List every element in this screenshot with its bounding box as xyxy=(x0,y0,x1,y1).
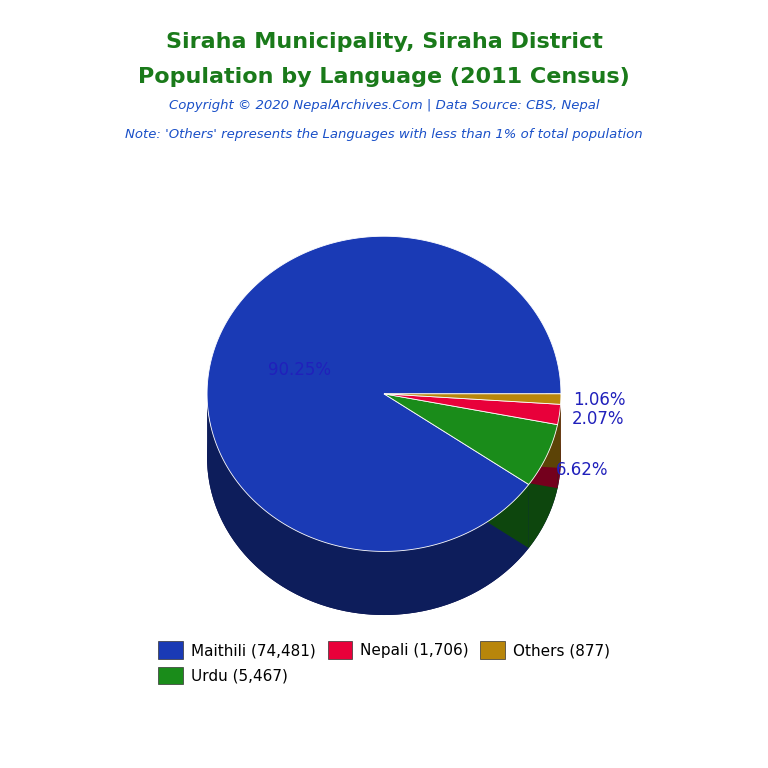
Text: Siraha Municipality, Siraha District: Siraha Municipality, Siraha District xyxy=(166,32,602,52)
Polygon shape xyxy=(384,394,558,485)
Polygon shape xyxy=(384,394,561,468)
Text: Note: 'Others' represents the Languages with less than 1% of total population: Note: 'Others' represents the Languages … xyxy=(125,128,643,141)
Polygon shape xyxy=(384,394,528,548)
Text: 90.25%: 90.25% xyxy=(268,361,331,379)
Polygon shape xyxy=(207,395,528,615)
Text: 1.06%: 1.06% xyxy=(574,391,626,409)
Polygon shape xyxy=(384,394,558,488)
Ellipse shape xyxy=(207,300,561,615)
Legend: Maithili (74,481), Urdu (5,467), Nepali (1,706), Others (877): Maithili (74,481), Urdu (5,467), Nepali … xyxy=(152,635,616,690)
Polygon shape xyxy=(384,394,561,425)
Text: 6.62%: 6.62% xyxy=(556,461,609,478)
Polygon shape xyxy=(384,394,528,548)
Polygon shape xyxy=(528,425,558,548)
Polygon shape xyxy=(384,394,561,468)
Text: 2.07%: 2.07% xyxy=(571,410,624,428)
Text: Population by Language (2011 Census): Population by Language (2011 Census) xyxy=(138,67,630,87)
Polygon shape xyxy=(384,394,558,488)
Polygon shape xyxy=(558,404,561,488)
Text: Copyright © 2020 NepalArchives.Com | Data Source: CBS, Nepal: Copyright © 2020 NepalArchives.Com | Dat… xyxy=(169,100,599,112)
Polygon shape xyxy=(207,237,561,551)
Polygon shape xyxy=(384,394,561,404)
